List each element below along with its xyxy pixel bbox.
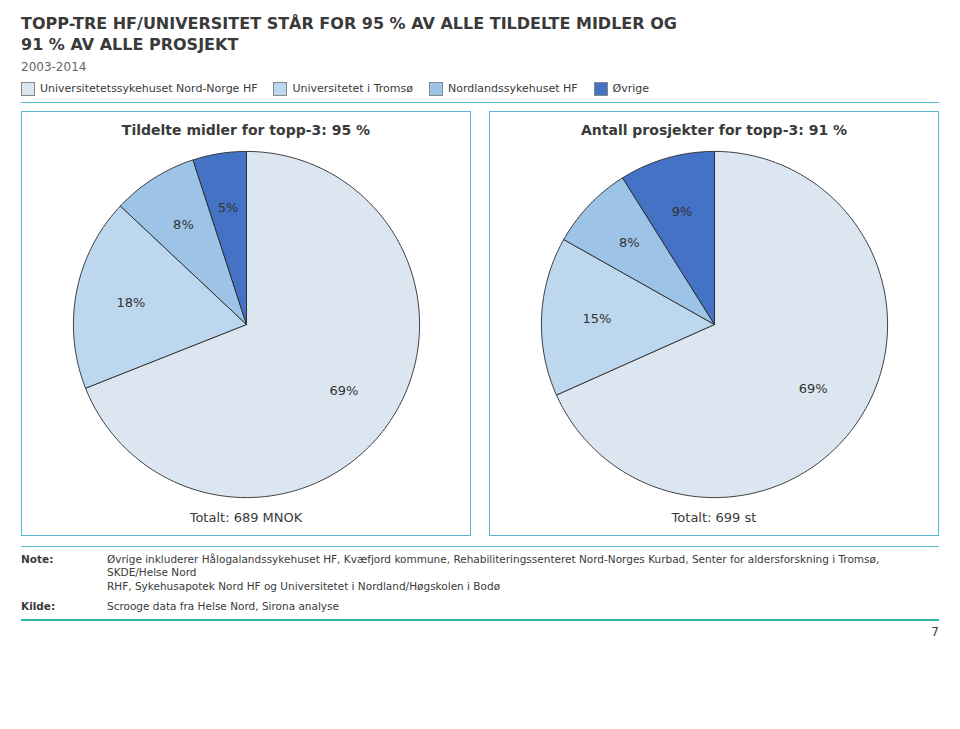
html-text:Scrooge data fra Helse Nord, S: Scrooge data fra Helse Nord, Sirona anal…	[107, 599, 339, 612]
html-text:2003-2014: 2003-2014	[21, 59, 87, 74]
html-text:Universitetet i Tromsø: Universitetet i Tromsø	[292, 82, 413, 96]
svg-text:18%: 18%	[116, 294, 145, 309]
svg-text:9%: 9%	[672, 203, 693, 218]
html-text:Kilde:: Kilde:	[21, 599, 56, 612]
html-text:TOPP-TRE HF/UNIVERSITET STÅR F: TOPP-TRE HF/UNIVERSITET STÅR FOR 95 % AV…	[21, 14, 677, 54]
html-text:7: 7	[931, 625, 939, 640]
html-text:Totalt: 699 st: Totalt: 699 st	[671, 509, 757, 525]
svg-text:69%: 69%	[799, 380, 828, 395]
html-text:Øvrige inkluderer Hålogalandss: Øvrige inkluderer Hålogalandssykehuset H…	[107, 552, 880, 592]
svg-text:8%: 8%	[619, 235, 640, 250]
html-text:Universitetetssykehuset Nord-N: Universitetetssykehuset Nord-Norge HF	[40, 82, 258, 96]
html-text:Nordlandssykehuset HF: Nordlandssykehuset HF	[448, 82, 578, 96]
svg-text:5%: 5%	[218, 200, 239, 215]
svg-text:15%: 15%	[582, 311, 611, 326]
html-text:Totalt: 689 MNOK: Totalt: 689 MNOK	[189, 509, 303, 525]
html-text:Øvrige: Øvrige	[612, 82, 650, 96]
html-text:Antall prosjekter for topp-3:: Antall prosjekter for topp-3: 91 %	[580, 121, 847, 138]
html-text:Note:: Note:	[21, 552, 54, 565]
svg-text:8%: 8%	[173, 217, 194, 232]
html-text:Tildelte midler for topp-3: 95: Tildelte midler for topp-3: 95 %	[121, 121, 371, 138]
svg-text:69%: 69%	[329, 382, 358, 397]
